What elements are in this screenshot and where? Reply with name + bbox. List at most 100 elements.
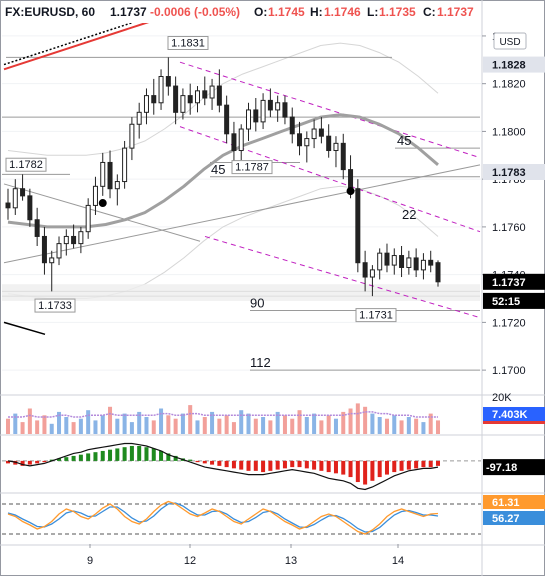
volume-bar-up [49, 423, 54, 434]
candle-body-up [92, 185, 98, 206]
macd-bar-down [304, 460, 309, 469]
macd-bar-down [27, 460, 32, 465]
price-tag-bg [483, 292, 545, 309]
macd-bar-down [370, 460, 375, 481]
currency-label: USD [499, 37, 520, 48]
candle-body-down [428, 259, 434, 266]
currency-button[interactable]: USD [493, 32, 527, 50]
candle-body-up [122, 147, 128, 183]
candle-body-up [246, 109, 252, 130]
volume-scale-label: 20K [492, 392, 512, 404]
macd-pane[interactable] [2, 442, 481, 491]
volume-pane[interactable] [5, 403, 441, 434]
macd-bar-up [122, 447, 127, 461]
candle [194, 86, 200, 113]
channel-line [204, 235, 481, 319]
macd-bar-down [312, 460, 317, 470]
candle [173, 76, 179, 125]
volume-bar-down [231, 422, 236, 434]
macd-bar-down [5, 460, 11, 464]
price-tick-label: 1.1760 [492, 222, 526, 234]
candle-body-up [158, 76, 164, 104]
macd-bar-up [64, 457, 69, 461]
annotation-label: 1.1831 [171, 37, 205, 49]
low-value: 1.1735 [379, 5, 416, 19]
candle [158, 69, 164, 110]
volume-tag-bg [483, 407, 545, 421]
annotation-label: 112 [250, 355, 271, 370]
macd-bar-down [428, 460, 433, 468]
macd-bar-down [435, 460, 441, 466]
close-label: C: [423, 5, 436, 19]
candle [289, 107, 295, 144]
candle [165, 57, 171, 96]
candle-body-down [5, 202, 11, 209]
volume-bar-up [406, 417, 411, 434]
candle [399, 246, 405, 278]
volume-bar-down [42, 415, 47, 434]
candle-body-up [369, 269, 375, 278]
candle [129, 117, 135, 161]
annotation-label: 1.1731 [359, 310, 393, 322]
volume-bar-down [363, 406, 368, 434]
candle-body-down [216, 85, 222, 106]
macd-tag-bg [483, 459, 545, 476]
candle-body-down [282, 102, 288, 118]
macd-bar-up [188, 459, 193, 461]
stoch-k-tag-label: 61.31 [492, 497, 520, 509]
candle [78, 226, 84, 254]
candle-body-down [71, 235, 77, 245]
header-bg [1, 1, 481, 23]
price-pane[interactable]: 1.1831 1.1782 1.1787 1.1733 1.1731 45 45 22 90 11… [2, 16, 481, 371]
macd-bar-up [108, 449, 113, 461]
annotation-label: 1.1733 [38, 300, 72, 312]
candle [27, 188, 33, 227]
candle [114, 174, 120, 206]
candle [122, 140, 128, 189]
volume-bar-down [399, 420, 404, 434]
price-tag-bg [483, 56, 545, 73]
volume-bar-down [435, 420, 441, 434]
volume-bar-up [333, 418, 338, 434]
candle-body-down [20, 188, 26, 197]
macd-bar-down [231, 460, 236, 469]
volume-bar-up [312, 413, 317, 434]
candle-body-down [399, 255, 405, 268]
cross-marker [98, 199, 107, 208]
price-band [2, 284, 480, 301]
candle-body-up [391, 255, 397, 266]
annotation-box [231, 160, 273, 175]
candle [333, 136, 339, 168]
candle [92, 176, 98, 215]
candle [56, 236, 62, 266]
volume-bar-up [246, 413, 251, 434]
candle [355, 179, 361, 273]
macd-bar-down [253, 460, 258, 471]
macd-bar-down [224, 460, 229, 468]
price-tick-label: 1.1720 [492, 317, 526, 329]
volume-bar-down [282, 415, 287, 434]
time-tick-label: 13 [285, 555, 297, 567]
candle-body-down [151, 95, 157, 104]
candle [384, 243, 390, 273]
macd-bar-down [384, 460, 389, 475]
candle-body-up [238, 128, 244, 152]
candle [311, 119, 317, 149]
macd-bar-down [217, 460, 222, 466]
macd-bar-down [319, 460, 324, 471]
candle [34, 207, 40, 246]
volume-bar-up [93, 420, 98, 434]
stoch-k-tag-bg [483, 495, 545, 509]
volume-bar-up [100, 415, 105, 434]
candle [369, 265, 375, 297]
candle-body-up [311, 128, 317, 140]
candle [143, 88, 149, 125]
candle [180, 88, 186, 120]
volume-bar-up [137, 411, 142, 434]
macd-bar-down [282, 460, 287, 469]
symbol-label[interactable]: FX:EURUSD, 60 [5, 5, 95, 19]
candle [151, 78, 157, 115]
stochastic-pane[interactable] [2, 500, 481, 535]
volume-bar-up [392, 415, 397, 434]
volume-bar-up [239, 410, 244, 434]
